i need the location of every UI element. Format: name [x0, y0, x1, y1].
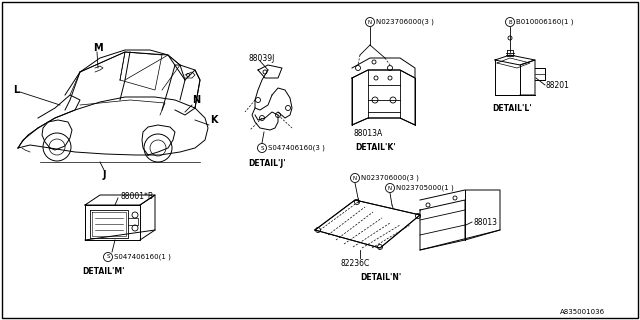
Text: N: N — [192, 95, 200, 105]
Text: 88013A: 88013A — [353, 129, 383, 138]
Text: N: N — [368, 20, 372, 25]
Text: J: J — [103, 170, 106, 180]
Text: B010006160(1 ): B010006160(1 ) — [516, 19, 573, 25]
Text: M: M — [93, 43, 102, 53]
Text: S: S — [106, 254, 109, 260]
Text: S047406160(3 ): S047406160(3 ) — [268, 145, 325, 151]
Text: B: B — [508, 20, 512, 25]
Text: N023706000(3 ): N023706000(3 ) — [376, 19, 434, 25]
Text: 88039J: 88039J — [248, 53, 275, 62]
Text: K: K — [210, 115, 218, 125]
Text: 88001*B: 88001*B — [120, 191, 153, 201]
Text: N023705000(1 ): N023705000(1 ) — [396, 185, 454, 191]
Text: A835001036: A835001036 — [560, 309, 605, 315]
Text: S047406160(1 ): S047406160(1 ) — [114, 254, 171, 260]
Text: L: L — [13, 85, 19, 95]
Text: S: S — [260, 146, 264, 150]
Text: 88013: 88013 — [473, 218, 497, 227]
Text: DETAIL'J': DETAIL'J' — [248, 158, 285, 167]
Text: DETAIL'L': DETAIL'L' — [492, 103, 532, 113]
Text: DETAIL'M': DETAIL'M' — [82, 268, 125, 276]
Text: 82236C: 82236C — [340, 259, 369, 268]
Text: DETAIL'N': DETAIL'N' — [360, 273, 401, 282]
Text: N: N — [353, 175, 357, 180]
Text: DETAIL'K': DETAIL'K' — [355, 142, 396, 151]
Text: 88201: 88201 — [546, 81, 570, 90]
Text: N: N — [388, 186, 392, 190]
Polygon shape — [315, 200, 420, 248]
Text: N023706000(3 ): N023706000(3 ) — [361, 175, 419, 181]
